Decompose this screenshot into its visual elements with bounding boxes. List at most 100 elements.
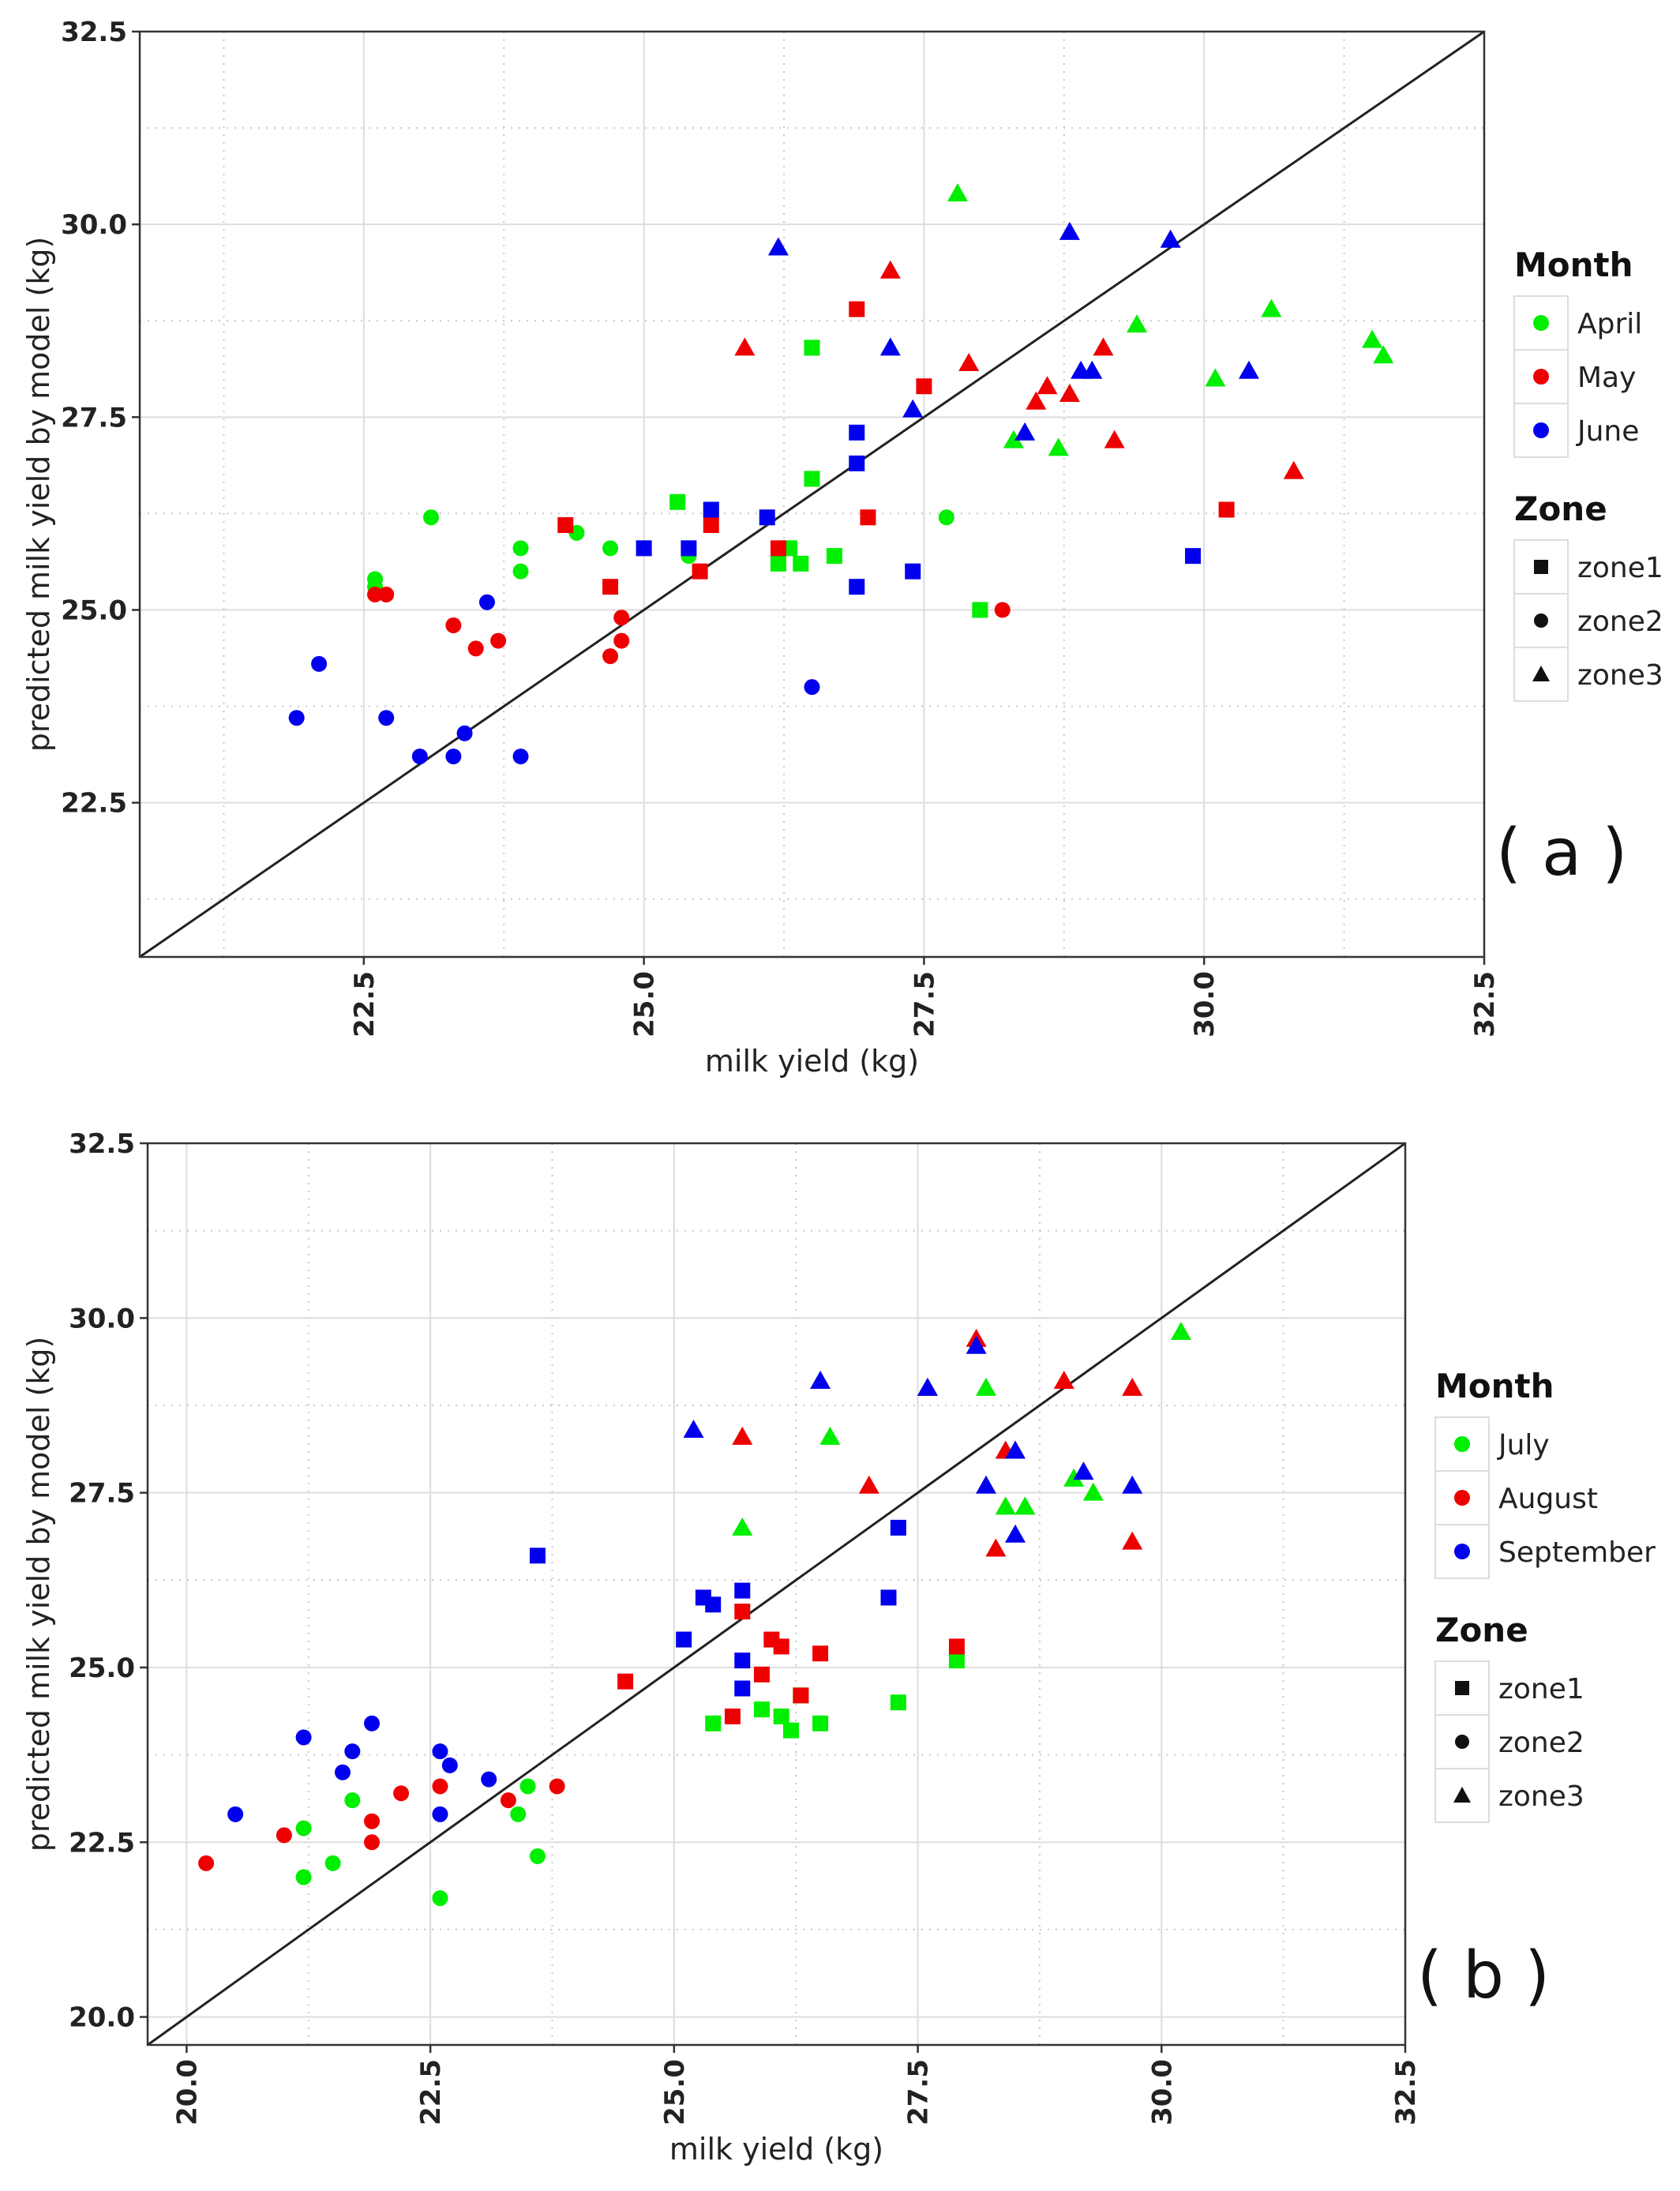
point-may-zone3 (1037, 376, 1058, 395)
point-june-zone2 (478, 594, 495, 610)
point-april-zone1 (770, 555, 786, 572)
identity-line (139, 30, 1485, 959)
point-may-zone2 (367, 586, 384, 602)
point-june-zone1 (1185, 548, 1202, 565)
point-may-zone2 (613, 610, 630, 626)
x-tick-label: 25.0 (659, 2059, 691, 2125)
plot-border (146, 1142, 1407, 2047)
point-august-zone3 (858, 1475, 879, 1494)
point-july-zone3 (819, 1426, 841, 1445)
legend-label-month: August (1498, 1483, 1598, 1515)
point-july-zone1 (753, 1701, 770, 1718)
plot-border (138, 30, 1486, 959)
point-may-zone3 (734, 337, 756, 356)
point-june-zone2 (804, 679, 820, 696)
point-august-zone2 (364, 1834, 381, 1851)
legend-title-zone: Zone (1514, 490, 1607, 528)
point-september-zone3 (966, 1335, 987, 1354)
point-july-zone2 (324, 1855, 341, 1871)
point-august-zone2 (549, 1778, 565, 1795)
point-july-zone3 (1082, 1482, 1104, 1501)
point-september-zone1 (734, 1680, 751, 1697)
y-axis-title: predicted milk yield by model (kg) (21, 237, 56, 752)
legend-label-zone: zone1 (1577, 552, 1663, 584)
point-april-zone3 (1048, 437, 1069, 456)
point-april-zone2 (512, 563, 529, 580)
legend-key-june (1533, 422, 1549, 438)
y-tick-label: 25.0 (69, 1653, 135, 1684)
point-may-zone3 (879, 260, 901, 279)
point-august-zone1 (753, 1666, 770, 1683)
point-may-zone3 (1026, 391, 1047, 410)
point-may-zone1 (602, 579, 619, 595)
chart-panel-a: 22.5 25.0 27.5 30.0 32.5 22.5 25.0 27.5 30.0 32.5… (21, 17, 1663, 1079)
point-august-zone3 (1122, 1531, 1143, 1550)
point-july-zone2 (510, 1806, 527, 1822)
legend-label-month: July (1497, 1429, 1550, 1461)
x-tick-label: 30.0 (1189, 971, 1221, 1037)
point-july-zone1 (773, 1708, 789, 1724)
point-august-zone1 (617, 1673, 634, 1690)
point-april-zone1 (793, 555, 809, 572)
point-april-zone3 (1003, 430, 1024, 448)
point-august-zone3 (1122, 1377, 1143, 1396)
point-september-zone1 (676, 1631, 692, 1648)
legend-key-zone2 (1534, 613, 1548, 628)
x-axis-title: milk yield (kg) (669, 2132, 883, 2167)
chart-panel-b: 20.0 22.5 25.0 27.5 30.0 32.5 20.0 22.5 25.0 27.5… (21, 1128, 1656, 2167)
axes: 22.5 25.0 27.5 30.0 32.5 22.5 25.0 27.5 30.0 32.5… (21, 17, 1501, 1079)
axes: 20.0 22.5 25.0 27.5 30.0 32.5 20.0 22.5 25.0 27.5… (21, 1128, 1422, 2167)
legend-key-zone2 (1455, 1735, 1469, 1749)
x-tick-label: 20.0 (171, 2059, 203, 2125)
legend-label-zone: zone2 (1577, 606, 1663, 638)
x-tick-label: 27.5 (903, 2059, 935, 2125)
x-tick-label: 25.0 (629, 971, 661, 1037)
point-september-zone3 (810, 1370, 831, 1389)
y-tick-label: 22.5 (61, 788, 127, 820)
point-august-zone2 (432, 1778, 448, 1795)
point-august-zone1 (734, 1604, 751, 1620)
point-august-zone1 (793, 1687, 809, 1704)
point-july-zone3 (1063, 1468, 1085, 1487)
point-august-zone2 (500, 1792, 516, 1809)
point-may-zone3 (1059, 384, 1080, 403)
point-april-zone3 (1205, 368, 1226, 387)
point-june-zone2 (445, 748, 462, 765)
point-september-zone3 (1073, 1461, 1094, 1480)
point-august-zone2 (364, 1813, 381, 1829)
legend-key-april (1533, 315, 1549, 331)
point-april-zone2 (367, 571, 384, 587)
point-july-zone1 (890, 1694, 906, 1711)
point-may-zone2 (445, 617, 462, 634)
panel-tag: ( b ) (1417, 1938, 1550, 2013)
point-may-zone1 (1218, 501, 1235, 518)
point-may-zone2 (467, 640, 484, 657)
x-tick-label: 22.5 (349, 971, 381, 1037)
point-june-zone3 (767, 237, 789, 256)
x-tick-label: 32.5 (1469, 971, 1501, 1037)
y-tick-label: 30.0 (69, 1303, 135, 1334)
y-tick-label: 27.5 (69, 1478, 135, 1510)
point-june-zone3 (1082, 360, 1103, 379)
point-september-zone2 (227, 1806, 244, 1822)
point-april-zone3 (1127, 314, 1148, 333)
point-september-zone1 (734, 1653, 751, 1669)
point-june-zone3 (1160, 229, 1181, 248)
y-tick-label: 30.0 (61, 209, 127, 241)
legend-label-zone: zone2 (1498, 1727, 1584, 1759)
data-points (198, 1322, 1191, 1907)
y-axis-title: predicted milk yield by model (kg) (21, 1337, 56, 1852)
point-june-zone1 (849, 579, 865, 595)
legend-label-month: June (1576, 415, 1639, 448)
point-june-zone3 (1059, 221, 1080, 240)
point-august-zone1 (724, 1708, 741, 1724)
point-september-zone2 (344, 1743, 361, 1760)
point-july-zone1 (783, 1722, 800, 1739)
legend-label-month: September (1498, 1536, 1656, 1569)
data-points (288, 183, 1394, 765)
x-tick-label: 30.0 (1146, 2059, 1178, 2125)
point-august-zone2 (198, 1855, 215, 1871)
point-august-zone1 (812, 1645, 829, 1662)
point-april-zone1 (804, 340, 820, 356)
point-june-zone2 (411, 748, 428, 765)
